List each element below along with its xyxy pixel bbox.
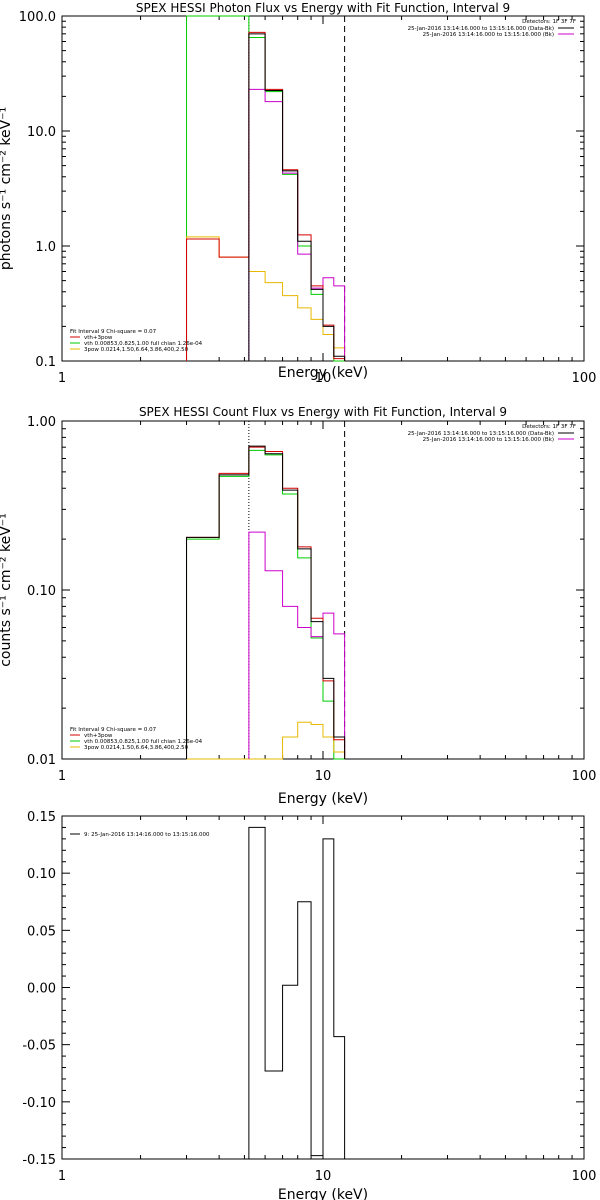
chart-title: SPEX HESSI Count Flux vs Energy with Fit… <box>139 405 507 419</box>
x-tick-label: 10 <box>315 1169 332 1184</box>
y-tick-label: 10.0 <box>27 125 56 140</box>
y-tick-label: 0.00 <box>27 982 56 997</box>
legend-right-entry: 25-Jan-2016 13:14:16.000 to 13:15:16.000… <box>423 437 554 443</box>
detectors-label: Detectors: 1F 3F 7F <box>522 424 576 430</box>
y-tick-label: 1.0 <box>35 240 56 255</box>
y-tick-label: 0.15 <box>27 810 56 825</box>
legend-left-entry: vth 0.00853,0.825,1.00 full chian 1.26e-… <box>84 341 203 347</box>
x-tick-label: 10 <box>315 371 332 386</box>
plot-frame <box>61 420 585 760</box>
chart-panel-2: 1 10 100 0.01 0.10 1.00 SPEX HESSI Count Flux … <box>0 405 596 807</box>
legend-left-entry: vth 0.00853,0.825,1.00 full chian 1.26e-… <box>84 739 203 745</box>
y-tick-label: 0.1 <box>35 355 56 370</box>
legend-right-entry: 25-Jan-2016 13:14:16.000 to 13:15:16.000… <box>408 431 554 437</box>
legend-left-entry: 3pow 0.0214,1.50,6.64,3.86,400,2.50 <box>84 347 189 353</box>
y-tick-label: -0.10 <box>22 1096 56 1111</box>
legend-right-entry: 25-Jan-2016 13:14:16.000 to 13:15:16.000… <box>423 32 554 38</box>
series-total-histogram <box>186 31 346 361</box>
y-tick-label: 0.10 <box>27 867 56 882</box>
legend-left-entry: vth+3pow <box>84 335 113 341</box>
detectors-label: Detectors: 1F 3F 7F <box>522 19 576 25</box>
legend-left-entry: 3pow 0.0214,1.50,6.64,3.86,400,2.50 <box>84 745 189 751</box>
y-tick-label: 1.00 <box>27 415 56 430</box>
y-tick-label: -0.05 <box>22 1039 56 1054</box>
x-tick-label: 1 <box>58 371 66 386</box>
series-data-histogram <box>248 531 346 759</box>
chart-panel-1: 1 10 100 0.1 1.0 10.0 100.0 SPEX HESSI Photon F… <box>0 1 596 386</box>
legend-left-entry: 9: 25-Jan-2016 13:14:16.000 to 13:15:16.… <box>84 832 210 838</box>
series-data-histogram <box>248 88 346 361</box>
series-total-histogram <box>186 446 346 759</box>
x-axis-label: Energy (keV) <box>278 1187 368 1200</box>
x-axis-label: Energy (keV) <box>278 791 368 807</box>
legend-right-entry: 25-Jan-2016 13:14:16.000 to 13:15:16.000… <box>408 26 554 32</box>
y-tick-label: -0.15 <box>22 1153 56 1168</box>
series-fit-histogram <box>186 445 346 759</box>
x-tick-label: 100 <box>572 1169 597 1184</box>
legend-left-entry: vth+3pow <box>84 733 113 739</box>
legend-left-entry: Fit Interval 9 Chi-square = 0.07 <box>70 727 157 733</box>
series-3pow-histogram <box>186 721 346 760</box>
x-tick-label: 10 <box>315 769 332 784</box>
x-tick-label: 100 <box>572 769 597 784</box>
x-tick-label: 1 <box>58 769 66 784</box>
y-tick-label: 0.01 <box>27 753 56 768</box>
series-fit-histogram <box>248 826 346 1159</box>
x-tick-label: 1 <box>58 1169 66 1184</box>
y-tick-label: 0.10 <box>27 584 56 599</box>
series-vth-histogram <box>186 449 345 760</box>
x-axis-label: Energy (keV) <box>278 365 368 381</box>
x-tick-label: 100 <box>572 371 597 386</box>
series-3pow-histogram <box>186 236 346 361</box>
series-fit-histogram <box>248 33 346 361</box>
chart-panel-3: 1 10 100 -0.15 -0.10 -0.05 0.00 0.05 0.10 0.15 Ene… <box>22 810 596 1200</box>
legend-left-entry: Fit Interval 9 Chi-square = 0.07 <box>70 329 157 335</box>
chart-title: SPEX HESSI Photon Flux vs Energy with Fi… <box>136 1 510 15</box>
y-tick-label: 0.05 <box>27 924 56 939</box>
y-tick-label: 100.0 <box>19 10 56 25</box>
y-axis-label: counts s⁻¹ cm⁻² keV⁻¹ <box>0 513 14 667</box>
y-axis-label: photons s⁻¹ cm⁻² keV⁻¹ <box>0 107 14 270</box>
